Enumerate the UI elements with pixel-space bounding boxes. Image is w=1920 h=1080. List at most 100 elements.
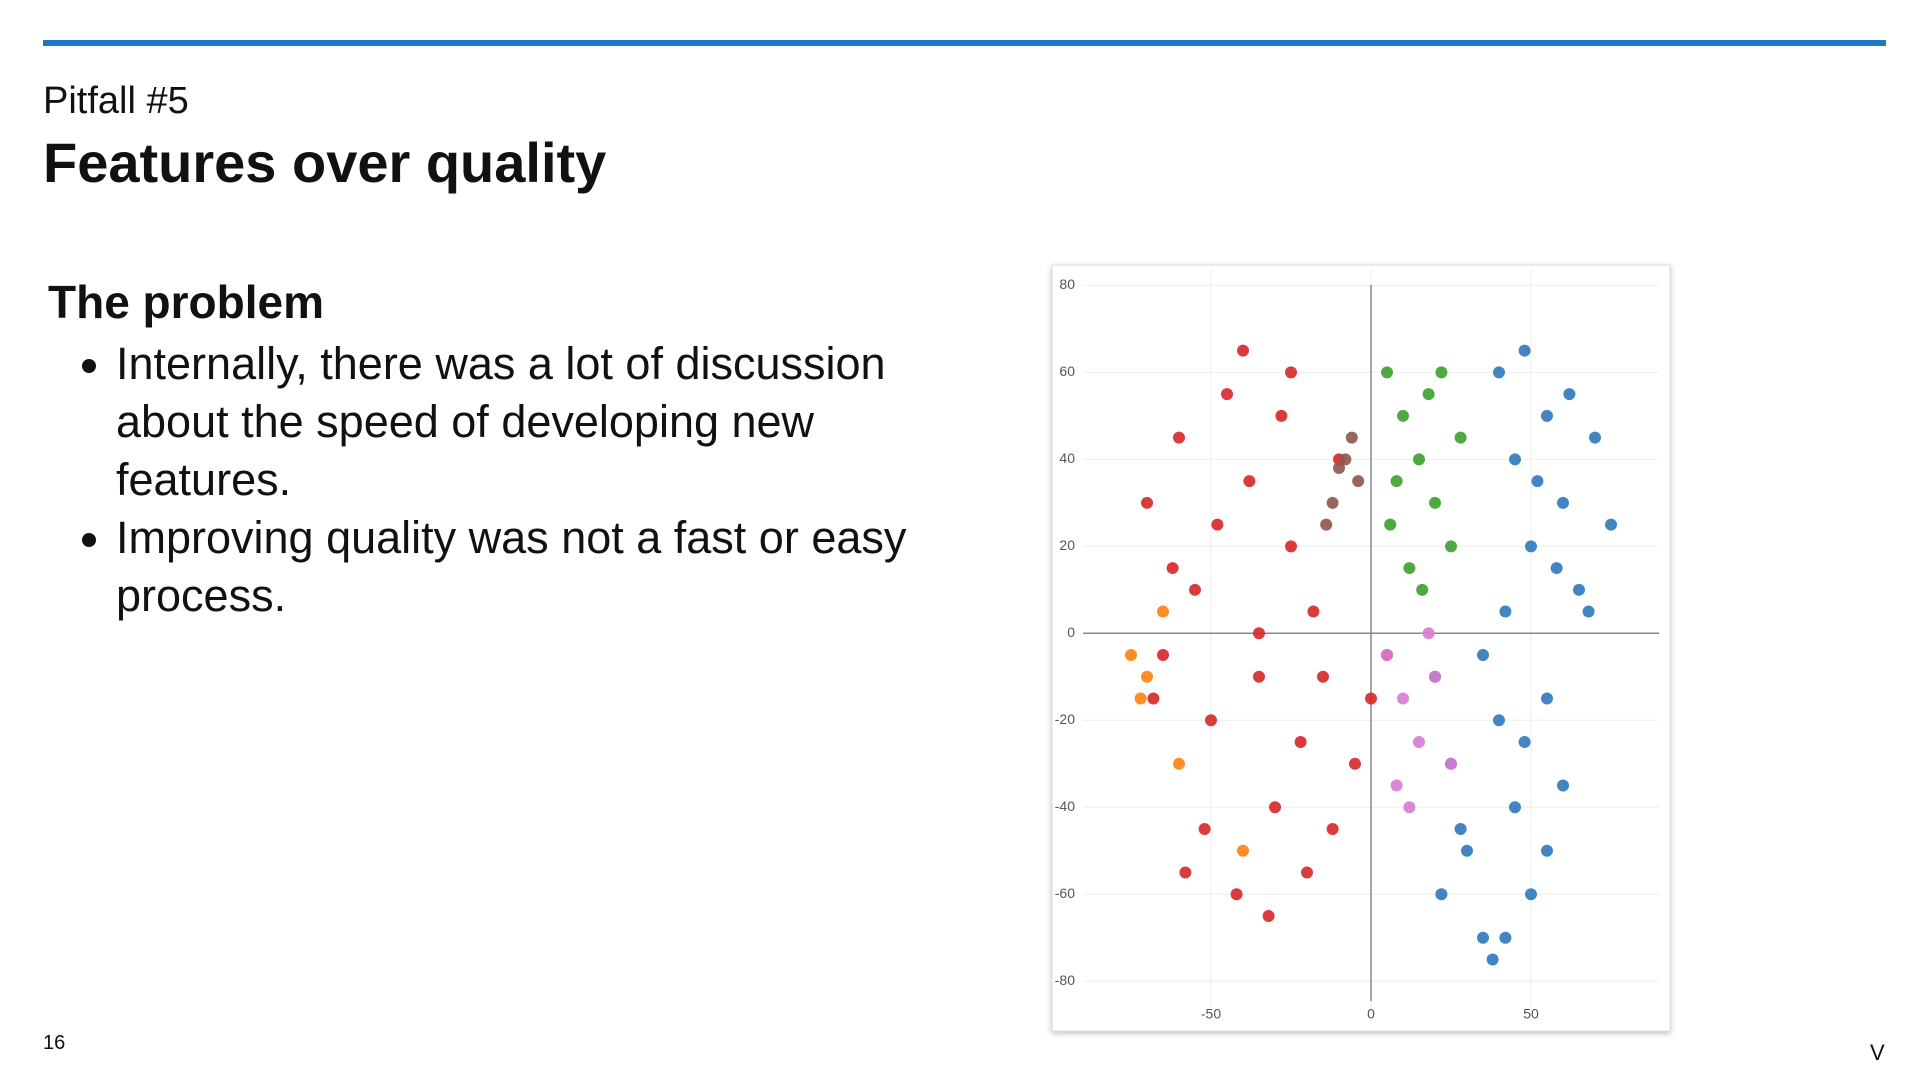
point <box>1429 670 1441 683</box>
point <box>1499 931 1512 944</box>
point <box>1518 344 1531 357</box>
point <box>1237 344 1249 357</box>
point <box>1403 801 1416 814</box>
point <box>1253 670 1265 683</box>
point <box>1230 888 1243 901</box>
point <box>1413 453 1425 466</box>
point <box>1563 388 1576 401</box>
point <box>1445 540 1457 553</box>
point <box>1435 366 1448 379</box>
point <box>1454 823 1467 835</box>
point <box>1189 583 1201 596</box>
point <box>1461 844 1473 857</box>
point <box>1339 453 1352 466</box>
section-heading: The problem <box>48 276 325 328</box>
bullet: Internally, there was a lot of discussio… <box>116 335 936 509</box>
point <box>1550 562 1563 575</box>
point <box>1422 388 1435 401</box>
point <box>1221 388 1233 401</box>
logo: V <box>1870 1040 1885 1065</box>
bullet: Improving quality was not a fast or easy… <box>116 509 936 625</box>
point <box>1205 714 1217 727</box>
point <box>1477 931 1489 944</box>
point <box>1211 518 1224 531</box>
y-tick-label: 80 <box>1059 276 1075 292</box>
point <box>1499 605 1512 618</box>
point <box>1141 496 1153 509</box>
point <box>1349 757 1361 770</box>
point <box>1320 518 1333 531</box>
point <box>1397 692 1409 705</box>
point <box>1541 692 1553 705</box>
y-tick-label: -60 <box>1055 885 1075 901</box>
y-tick-label: -80 <box>1055 972 1075 988</box>
point <box>1179 866 1192 879</box>
point <box>1294 736 1307 749</box>
y-tick-label: -40 <box>1055 798 1075 814</box>
point <box>1157 605 1169 618</box>
y-tick-label: 20 <box>1059 537 1075 553</box>
point <box>1381 649 1393 662</box>
point <box>1147 692 1160 705</box>
point <box>1141 670 1153 683</box>
point <box>1166 562 1179 575</box>
point <box>1237 844 1249 857</box>
y-tick-label: -20 <box>1055 711 1075 727</box>
point <box>1557 496 1569 509</box>
point <box>1509 453 1521 466</box>
point <box>1525 888 1537 901</box>
y-tick-label: 60 <box>1059 363 1075 379</box>
point <box>1454 431 1467 444</box>
title: Features over quality <box>43 131 607 194</box>
y-tick-label: 40 <box>1059 450 1075 466</box>
point <box>1134 692 1147 705</box>
point <box>1403 562 1416 575</box>
x-tick-label: 50 <box>1523 1006 1539 1022</box>
point <box>1198 823 1211 835</box>
point <box>1413 736 1425 749</box>
point <box>1390 779 1403 792</box>
point <box>1262 909 1275 922</box>
point <box>1541 844 1553 857</box>
point <box>1253 627 1265 640</box>
point <box>1509 801 1521 814</box>
point <box>1582 605 1595 618</box>
y-tick-label: 0 <box>1067 624 1075 640</box>
point <box>1301 866 1313 879</box>
point <box>1518 736 1531 749</box>
point <box>1384 518 1397 531</box>
point <box>1390 475 1403 488</box>
point <box>1429 496 1441 509</box>
point <box>1381 366 1393 379</box>
point <box>1326 496 1339 509</box>
x-tick-label: 0 <box>1367 1006 1375 1022</box>
point <box>1326 823 1339 835</box>
point <box>1493 366 1505 379</box>
page-number: 16 <box>43 1032 66 1054</box>
point <box>1531 475 1544 488</box>
point <box>1345 431 1358 444</box>
point <box>1589 431 1601 444</box>
point <box>1275 409 1288 422</box>
point <box>1317 670 1329 683</box>
point <box>1173 431 1185 444</box>
point <box>1605 518 1617 531</box>
point <box>1157 649 1169 662</box>
point <box>1243 475 1256 488</box>
subtitle: Pitfall #5 <box>43 80 189 122</box>
point <box>1541 409 1553 422</box>
point <box>1307 605 1320 618</box>
point <box>1285 366 1297 379</box>
point <box>1173 757 1185 770</box>
x-tick-label: -50 <box>1201 1006 1221 1022</box>
point <box>1352 475 1365 488</box>
point <box>1493 714 1505 727</box>
point <box>1445 757 1457 770</box>
point <box>1557 779 1569 792</box>
point <box>1397 409 1409 422</box>
point <box>1416 583 1429 596</box>
point <box>1125 649 1137 662</box>
point <box>1573 583 1585 596</box>
